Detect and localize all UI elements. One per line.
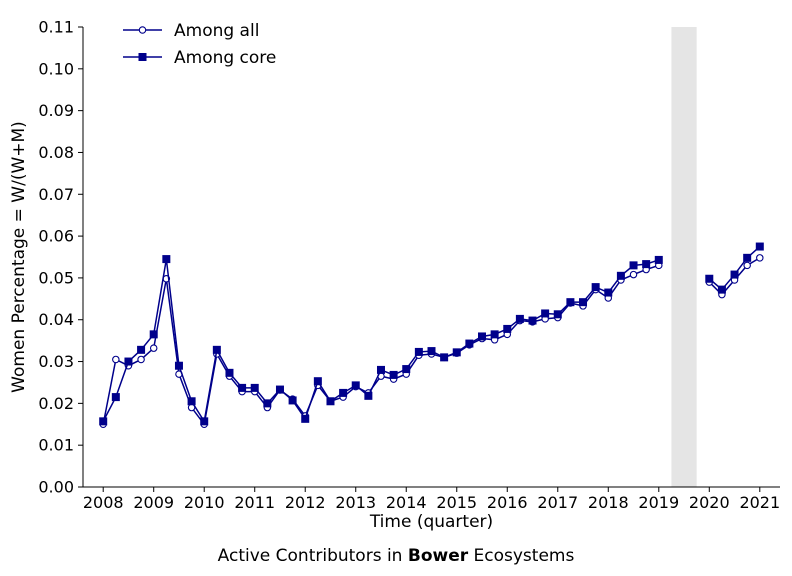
series-line-among-all <box>102 264 660 427</box>
data-point-among-core <box>149 330 158 339</box>
data-point-among-core <box>515 314 524 323</box>
y-tick-label: 0.10 <box>38 59 74 78</box>
legend-label-among-core: Among core <box>174 48 276 68</box>
data-point-among-core <box>717 285 726 294</box>
data-point-among-core <box>452 348 461 357</box>
data-point-among-core <box>541 309 550 318</box>
x-tick-label: 2008 <box>83 493 124 512</box>
data-point-among-core <box>162 255 171 264</box>
y-axis-label: Women Percentage = W/(W+M) <box>9 121 29 393</box>
x-tick-label: 2017 <box>537 493 578 512</box>
data-point-among-core <box>326 397 335 406</box>
data-point-among-all <box>629 270 638 279</box>
data-point-among-core <box>313 377 322 386</box>
data-point-among-core <box>364 391 373 400</box>
data-point-among-core <box>566 298 575 307</box>
data-point-among-core <box>553 310 562 319</box>
data-point-among-core <box>427 347 436 356</box>
y-tick-label: 0.07 <box>38 185 74 204</box>
data-point-among-all <box>743 261 751 270</box>
data-point-among-core <box>604 288 613 297</box>
data-point-among-core <box>579 298 588 307</box>
data-point-among-core <box>263 399 272 408</box>
data-point-among-all <box>756 254 764 262</box>
data-point-among-core <box>616 271 625 280</box>
chart-caption: Active Contributors in Bower Ecosystems <box>0 546 792 566</box>
legend-label-among-all: Among all <box>174 21 259 41</box>
data-point-among-all <box>137 355 145 364</box>
x-tick-label: 2015 <box>436 493 477 512</box>
data-point-among-core <box>478 332 487 341</box>
x-tick-label: 2012 <box>285 493 326 512</box>
data-point-among-core <box>376 365 385 374</box>
x-tick-label: 2010 <box>184 493 225 512</box>
x-tick-label: 2021 <box>739 493 780 512</box>
data-point-among-all <box>112 355 120 364</box>
data-point-among-core <box>212 345 221 354</box>
y-tick-label: 0.02 <box>38 394 74 413</box>
y-tick-label: 0.09 <box>38 101 74 120</box>
y-tick-label: 0.08 <box>38 143 74 162</box>
data-point-among-core <box>705 274 714 283</box>
data-point-among-core <box>200 417 209 426</box>
data-point-among-core <box>465 339 474 348</box>
x-tick-label: 2016 <box>487 493 528 512</box>
data-point-among-core <box>743 253 752 262</box>
y-tick-label: 0.05 <box>38 268 74 287</box>
data-point-among-core <box>654 255 663 264</box>
data-point-among-core <box>225 368 234 377</box>
caption-prefix: Active Contributors in <box>217 546 408 566</box>
x-tick-label: 2018 <box>588 493 629 512</box>
data-point-among-core <box>174 361 183 370</box>
data-point-among-core <box>629 261 638 270</box>
data-point-among-core <box>755 242 764 251</box>
data-point-among-core <box>402 365 411 374</box>
caption-bold: Bower <box>407 546 469 566</box>
legend-marker-among-core <box>138 53 147 61</box>
data-point-among-core <box>351 381 360 390</box>
data-point-among-core <box>389 370 398 379</box>
x-tick-label: 2019 <box>638 493 679 512</box>
y-tick-label: 0.00 <box>38 478 74 497</box>
y-tick-label: 0.03 <box>38 352 74 371</box>
caption-suffix: Ecosystems <box>468 546 575 566</box>
data-point-among-core <box>137 345 146 354</box>
data-point-among-core <box>503 324 512 333</box>
shaded-region <box>671 27 697 487</box>
x-axis-label: Time (quarter) <box>369 512 493 532</box>
data-point-among-core <box>339 388 348 397</box>
data-point-among-core <box>414 347 423 356</box>
data-point-among-core <box>238 383 247 392</box>
data-point-among-core <box>591 283 600 292</box>
y-tick-label: 0.11 <box>38 18 74 37</box>
x-tick-label: 2020 <box>689 493 730 512</box>
y-tick-label: 0.04 <box>38 310 74 329</box>
data-point-among-core <box>440 353 449 362</box>
x-tick-label: 2013 <box>335 493 376 512</box>
legend-marker-among-all <box>138 26 147 34</box>
x-tick-label: 2014 <box>386 493 427 512</box>
data-point-among-core <box>111 393 120 402</box>
data-point-among-core <box>642 260 651 269</box>
y-tick-label: 0.06 <box>38 227 74 246</box>
data-point-among-core <box>250 383 259 392</box>
x-tick-label: 2009 <box>133 493 174 512</box>
data-point-among-core <box>490 330 499 339</box>
data-point-among-core <box>124 357 133 366</box>
data-point-among-core <box>275 385 284 394</box>
data-point-among-core <box>528 316 537 325</box>
data-point-among-all <box>149 344 158 352</box>
data-point-among-core <box>288 396 297 405</box>
y-tick-label: 0.01 <box>38 436 74 455</box>
series-line-among-core <box>102 258 660 424</box>
data-point-among-core <box>301 414 310 423</box>
x-tick-label: 2011 <box>234 493 275 512</box>
data-point-among-core <box>99 417 108 426</box>
data-point-among-core <box>187 397 196 406</box>
data-point-among-core <box>730 270 739 279</box>
